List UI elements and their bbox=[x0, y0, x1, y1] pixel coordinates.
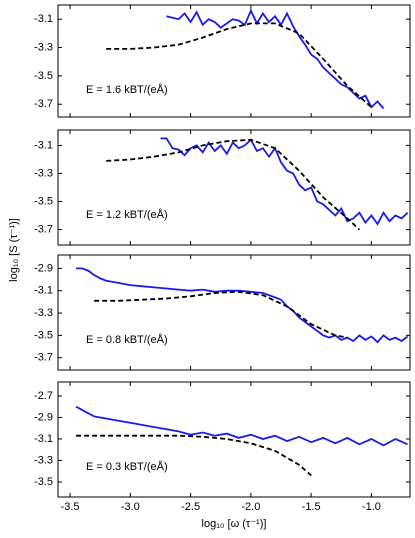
y-tick-label: -3.1 bbox=[34, 285, 53, 297]
y-tick-label: -3.3 bbox=[34, 454, 53, 466]
x-tick-label: -1.0 bbox=[362, 501, 381, 513]
x-tick-label: -2.0 bbox=[241, 501, 260, 513]
x-axis-label: log₁₀ [ω (τ⁻¹)] bbox=[202, 518, 267, 530]
fit-line bbox=[106, 22, 372, 108]
fit-line bbox=[106, 138, 361, 231]
y-tick-label: -3.3 bbox=[34, 167, 53, 179]
y-tick-label: -2.9 bbox=[34, 411, 53, 423]
y-axis-label: log₁₀ [S (τ⁻¹)] bbox=[8, 218, 20, 282]
annotation: E = 1.6 kBT/(eÅ) bbox=[86, 83, 168, 96]
data-line bbox=[75, 405, 408, 447]
y-tick-label: -3.5 bbox=[34, 70, 53, 82]
y-tick-label: -3.1 bbox=[34, 13, 53, 25]
x-tick-label: -2.5 bbox=[181, 501, 200, 513]
annotation: E = 0.3 kBT/(eÅ) bbox=[86, 460, 168, 473]
y-tick-label: -2.7 bbox=[34, 390, 53, 402]
fit-line bbox=[76, 434, 312, 477]
x-tick-label: -1.5 bbox=[302, 501, 321, 513]
y-tick-label: -3.7 bbox=[34, 98, 53, 110]
y-tick-label: -3.5 bbox=[34, 476, 53, 488]
y-tick-label: -3.7 bbox=[34, 352, 53, 364]
plot-frame bbox=[57, 254, 411, 371]
fit-line bbox=[94, 290, 348, 339]
y-tick-label: -3.3 bbox=[34, 307, 53, 319]
y-tick-label: -3.3 bbox=[34, 41, 53, 53]
y-tick-label: -3.1 bbox=[34, 433, 53, 445]
plot-frame bbox=[57, 381, 411, 498]
x-tick-label: -3.0 bbox=[121, 501, 140, 513]
annotation: E = 1.2 kBT/(eÅ) bbox=[86, 208, 168, 221]
y-tick-label: -3.5 bbox=[34, 195, 53, 207]
plot-frame bbox=[57, 129, 411, 246]
y-tick-label: -3.7 bbox=[34, 223, 53, 235]
data-line bbox=[160, 137, 409, 226]
annotation: E = 0.8 kBT/(eÅ) bbox=[86, 333, 168, 346]
y-tick-label: -2.9 bbox=[34, 262, 53, 274]
data-line bbox=[166, 8, 385, 110]
data-line bbox=[76, 267, 409, 344]
y-tick-label: -3.1 bbox=[34, 139, 53, 151]
plot-frame bbox=[57, 4, 411, 118]
x-tick-label: -3.5 bbox=[61, 501, 80, 513]
y-tick-label: -3.5 bbox=[34, 329, 53, 341]
